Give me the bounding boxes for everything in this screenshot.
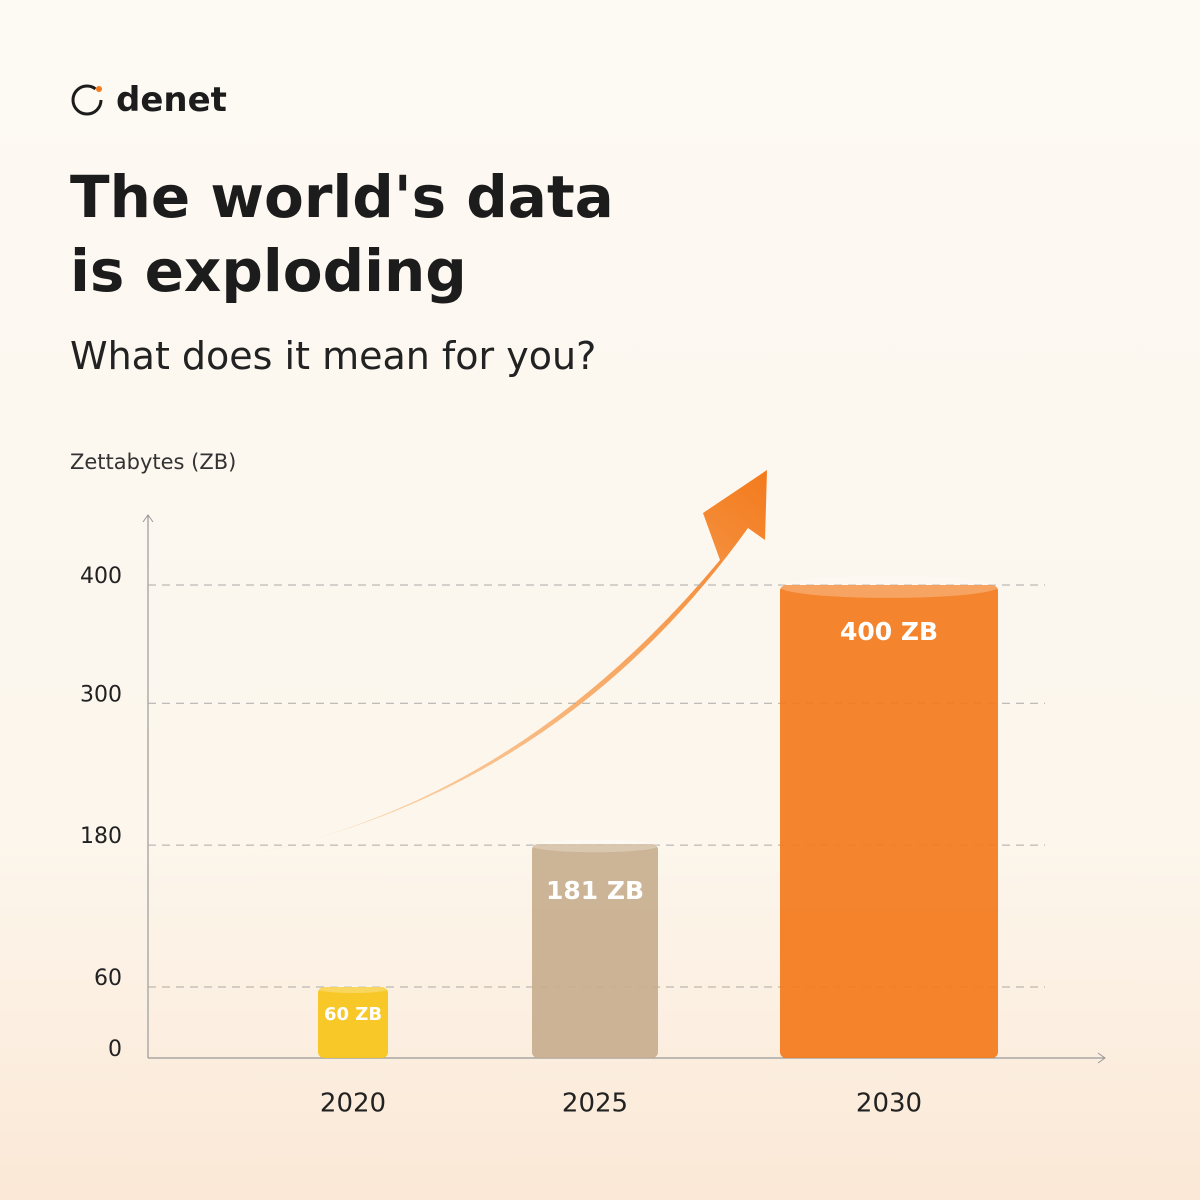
bar (532, 843, 658, 1058)
value-label: 400 ZB (840, 617, 938, 646)
y-axis-label: Zettabytes (ZB) (70, 450, 237, 474)
x-tick-label: 2030 (856, 1089, 922, 1119)
y-tick-label: 180 (80, 824, 122, 849)
bar-cap (780, 576, 998, 598)
x-tick-label: 2020 (320, 1089, 386, 1119)
value-label: 181 ZB (546, 876, 644, 905)
bar-cap (532, 839, 658, 853)
bar (780, 585, 998, 1058)
growth-arrow (250, 470, 767, 855)
y-axis-arrow (142, 514, 154, 523)
value-label: 60 ZB (324, 1004, 382, 1025)
bar-cap (318, 985, 388, 994)
bar (318, 987, 388, 1058)
y-tick-label: 400 (80, 564, 122, 589)
x-tick-label: 2025 (562, 1089, 628, 1119)
brand-name: denet (116, 80, 227, 120)
chart-title: The world's data is exploding (70, 163, 614, 305)
chart-subtitle: What does it mean for you? (70, 334, 597, 378)
y-tick-label: 0 (108, 1037, 122, 1062)
y-tick-label: 300 (80, 682, 122, 707)
brand: denet (70, 80, 227, 120)
x-axis-arrow (1097, 1052, 1106, 1064)
brand-icon (71, 84, 103, 116)
y-tick-label: 60 (94, 966, 122, 991)
